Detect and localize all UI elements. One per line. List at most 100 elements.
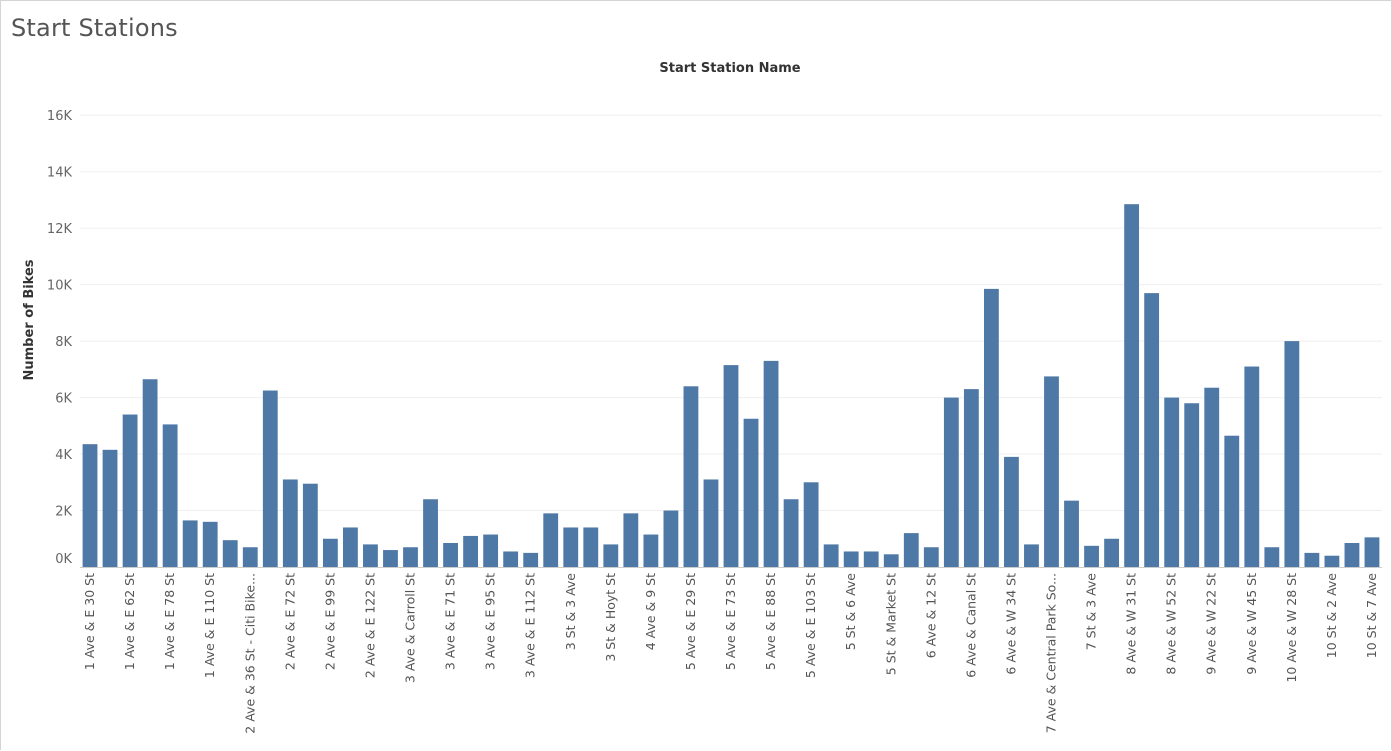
bar[interactable]	[242, 547, 258, 567]
x-tick-label: 10 St & 7 Ave	[1364, 573, 1379, 659]
x-tick-label: 10 St & 2 Ave	[1324, 573, 1339, 659]
bar[interactable]	[182, 520, 198, 567]
bar[interactable]	[102, 449, 118, 567]
bar[interactable]	[443, 543, 458, 567]
x-tick-label: 5 St & 6 Ave	[843, 573, 858, 651]
bar[interactable]	[803, 482, 819, 567]
bar[interactable]	[262, 390, 278, 567]
bar[interactable]	[623, 513, 639, 567]
bar[interactable]	[1264, 547, 1280, 567]
bar[interactable]	[583, 527, 599, 567]
bar[interactable]	[202, 521, 218, 567]
bar[interactable]	[663, 510, 679, 567]
x-tick-label: 5 Ave & E 88 St	[763, 573, 778, 670]
y-tick-label: 2K	[55, 505, 72, 520]
bar[interactable]	[1104, 538, 1119, 567]
x-tick-label: 5 Ave & E 29 St	[683, 573, 698, 670]
bar[interactable]	[302, 483, 318, 567]
x-tick-label: 3 St & Hoyt St	[603, 573, 618, 662]
bar[interactable]	[603, 544, 619, 567]
x-tick-label: 3 Ave & E 112 St	[523, 573, 538, 678]
bar[interactable]	[1164, 397, 1180, 567]
bar[interactable]	[82, 444, 98, 567]
bar[interactable]	[1324, 555, 1340, 567]
bar[interactable]	[943, 397, 959, 567]
bar[interactable]	[703, 479, 719, 567]
chart-header: Start Station Name	[659, 61, 800, 76]
x-tick-label: 7 St & 3 Ave	[1084, 573, 1099, 651]
x-tick-label: 9 Ave & W 45 St	[1244, 573, 1259, 675]
bar[interactable]	[723, 365, 739, 567]
bar[interactable]	[683, 386, 699, 567]
bar[interactable]	[162, 424, 178, 567]
x-tick-label: 8 Ave & W 52 St	[1164, 573, 1179, 675]
bar[interactable]	[923, 547, 939, 567]
bar[interactable]	[423, 499, 438, 567]
bar[interactable]	[983, 288, 999, 567]
bar[interactable]	[763, 360, 779, 567]
bar[interactable]	[1004, 456, 1019, 567]
x-tick-label: 6 Ave & W 34 St	[1003, 573, 1018, 675]
x-tick-label: 9 Ave & W 22 St	[1204, 573, 1219, 675]
x-tick-label: 5 Ave & E 103 St	[803, 573, 818, 678]
bar[interactable]	[1124, 204, 1140, 567]
bar[interactable]	[783, 499, 799, 567]
bar[interactable]	[1204, 387, 1220, 567]
x-tick-label: 2 Ave & E 72 St	[282, 573, 297, 670]
bar[interactable]	[523, 552, 539, 567]
x-tick-label: 1 Ave & E 62 St	[122, 573, 137, 670]
bar[interactable]	[1184, 403, 1200, 567]
y-tick-label: 14K	[47, 166, 73, 181]
bar[interactable]	[122, 414, 138, 567]
x-tick-label: 1 Ave & E 30 St	[82, 573, 97, 670]
bar[interactable]	[1244, 366, 1260, 567]
x-tick-label: 2 Ave & E 122 St	[362, 573, 377, 678]
bar[interactable]	[1344, 543, 1360, 567]
bar[interactable]	[142, 379, 158, 567]
bar[interactable]	[543, 513, 559, 567]
bar[interactable]	[1084, 545, 1099, 567]
bar[interactable]	[1224, 435, 1240, 567]
bar[interactable]	[1284, 341, 1300, 567]
bar[interactable]	[903, 533, 919, 567]
bar[interactable]	[863, 551, 879, 567]
y-axis-ticks: 0K 2K 4K 6K 8K 10K 12K 14K 16K	[47, 109, 73, 567]
bar[interactable]	[483, 534, 499, 567]
x-axis-labels: 1 Ave & E 30 St 1 Ave & E 62 St 1 Ave & E …	[82, 573, 1379, 734]
bar[interactable]	[222, 540, 238, 567]
x-tick-label: 3 Ave & Carroll St	[403, 573, 418, 683]
y-tick-label: 0K	[55, 552, 72, 567]
y-tick-label: 8K	[55, 335, 72, 350]
bar[interactable]	[563, 527, 579, 567]
bar[interactable]	[1044, 376, 1059, 567]
bar[interactable]	[403, 547, 418, 567]
bar[interactable]	[383, 550, 398, 567]
y-axis-title: Number of Bikes	[22, 259, 37, 380]
bar[interactable]	[823, 544, 839, 567]
bar[interactable]	[343, 527, 358, 567]
x-tick-label: 8 Ave & W 31 St	[1124, 573, 1139, 675]
bar[interactable]	[1364, 537, 1380, 567]
bar[interactable]	[363, 544, 378, 567]
bar[interactable]	[643, 534, 659, 567]
bar[interactable]	[963, 389, 979, 567]
x-tick-label: 3 St & 3 Ave	[563, 573, 578, 651]
x-tick-label: 6 Ave & 12 St	[923, 573, 938, 658]
bar[interactable]	[883, 554, 899, 567]
bar[interactable]	[1024, 544, 1039, 567]
bar[interactable]	[843, 551, 859, 567]
bar[interactable]	[463, 535, 479, 567]
x-tick-label: 3 Ave & E 95 St	[483, 573, 498, 670]
x-tick-label: 3 Ave & E 71 St	[443, 573, 458, 670]
x-tick-label: 5 St & Market St	[883, 573, 898, 675]
bar[interactable]	[1064, 500, 1079, 567]
bar[interactable]	[1144, 293, 1160, 567]
bar[interactable]	[322, 538, 338, 567]
bar[interactable]	[1304, 552, 1320, 567]
bar[interactable]	[503, 551, 519, 567]
bar[interactable]	[282, 479, 298, 567]
bars	[82, 204, 1380, 567]
y-tick-label: 10K	[47, 279, 73, 294]
bar[interactable]	[743, 418, 759, 567]
